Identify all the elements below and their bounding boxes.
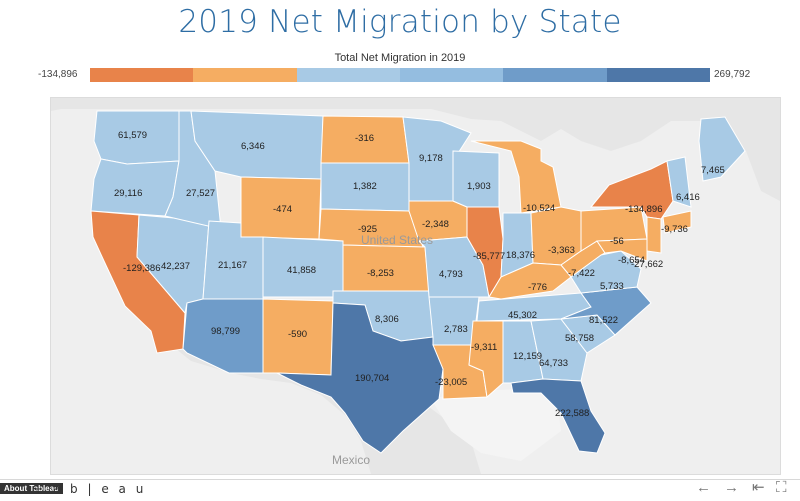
map-canvas[interactable]: United States Mexico 61,579 29,116 -129,38…	[51, 98, 780, 474]
legend-max-label: 269,792	[714, 69, 751, 80]
footer-bar	[0, 479, 800, 501]
legend-swatch-1	[90, 68, 194, 82]
value-label-il: -85,777	[473, 251, 505, 262]
value-label-nv: 42,237	[161, 261, 190, 272]
value-label-az: 98,799	[211, 326, 240, 337]
tableau-logo: + a b | e a u	[33, 482, 147, 496]
value-label-sd: 1,382	[353, 181, 377, 192]
value-label-ar: 2,783	[444, 324, 468, 335]
legend-swatch-3	[296, 68, 400, 82]
canada-land	[51, 98, 780, 201]
value-label-ca: -129,386	[123, 263, 161, 274]
legend-title: Total Net Migration in 2019	[334, 52, 466, 64]
choropleth-map[interactable]: United States Mexico 61,579 29,116 -129,38…	[50, 97, 781, 475]
value-labels: 61,579 29,116 -129,386 42,237 27,527 6,346 -47…	[114, 130, 725, 419]
value-label-mo: 4,793	[439, 269, 463, 280]
value-label-co: 41,858	[287, 265, 316, 276]
value-label-ut: 21,167	[218, 260, 247, 271]
about-tableau-button[interactable]: About Tableau	[0, 483, 63, 494]
value-label-nj: -27,662	[631, 259, 663, 270]
value-label-sc: 58,758	[565, 333, 594, 344]
value-label-id: 27,527	[186, 188, 215, 199]
state-vt[interactable]	[666, 156, 692, 208]
gulf-water	[431, 389, 561, 461]
mexico-land	[166, 341, 481, 474]
value-label-ct: -9,736	[661, 224, 688, 235]
state-tx[interactable]	[276, 302, 444, 454]
value-label-la: -23,005	[435, 377, 467, 388]
value-label-ny: -134,896	[625, 204, 663, 215]
value-label-mi: -10,524	[523, 203, 555, 214]
value-label-nc: 81,522	[589, 315, 618, 326]
value-label-ks: -8,253	[367, 268, 394, 279]
value-label-wv: -7,422	[568, 268, 595, 279]
value-label-or: 29,116	[114, 188, 142, 199]
value-label-mn: 9,178	[419, 153, 443, 164]
value-label-oh: -3,363	[548, 245, 575, 256]
color-legend[interactable]	[90, 68, 710, 82]
legend-swatch-2	[193, 68, 297, 82]
value-label-wa: 61,579	[118, 130, 147, 141]
state-nj[interactable]	[646, 216, 662, 254]
state-mi[interactable]	[470, 140, 562, 214]
state-me[interactable]	[698, 116, 746, 182]
legend-swatch-6	[606, 68, 710, 82]
redo-icon[interactable]: →	[724, 479, 739, 496]
value-label-in: 18,376	[506, 250, 535, 261]
country-label: United States	[361, 233, 433, 247]
fullscreen-icon[interactable]: ⛶	[776, 479, 787, 496]
value-label-me: 7,465	[701, 165, 725, 176]
value-label-ne: -925	[358, 224, 377, 235]
value-label-ga: 64,733	[539, 358, 568, 369]
state-ct[interactable]	[662, 210, 692, 234]
state-wi[interactable]	[452, 150, 500, 208]
revert-icon[interactable]: ⇤	[752, 479, 765, 496]
legend-swatch-4	[399, 68, 504, 82]
value-label-vt: 6,416	[676, 192, 700, 203]
state-md[interactable]	[596, 238, 648, 262]
value-label-wy: -474	[273, 204, 292, 215]
value-label-nd: -316	[355, 133, 374, 144]
value-label-ky: -776	[528, 282, 547, 293]
value-label-ms: -9,311	[471, 342, 497, 353]
mexico-label: Mexico	[332, 453, 370, 467]
legend-swatch-5	[503, 68, 607, 82]
state-ga[interactable]	[530, 318, 588, 382]
value-label-al: 12,159	[513, 351, 542, 362]
state-fl[interactable]	[510, 378, 606, 454]
value-label-nm: -590	[288, 329, 307, 340]
value-label-pa: -56	[610, 236, 624, 247]
value-label-ok: 8,306	[375, 314, 399, 325]
value-label-ia: -2,348	[422, 219, 449, 230]
value-label-tx: 190,704	[355, 373, 389, 384]
value-label-fl: 222,588	[555, 408, 589, 419]
value-label-mt: 6,346	[241, 141, 265, 152]
value-label-wi: 1,903	[467, 181, 491, 192]
value-label-va: 5,733	[600, 281, 624, 292]
state-nc[interactable]	[560, 286, 652, 336]
value-label-md: -8,654	[618, 255, 645, 266]
page-title: 2019 Net Migration by State	[178, 4, 622, 40]
legend-min-label: -134,896	[38, 69, 78, 80]
undo-icon[interactable]: ←	[696, 479, 711, 496]
value-label-tn: 45,302	[508, 310, 537, 321]
